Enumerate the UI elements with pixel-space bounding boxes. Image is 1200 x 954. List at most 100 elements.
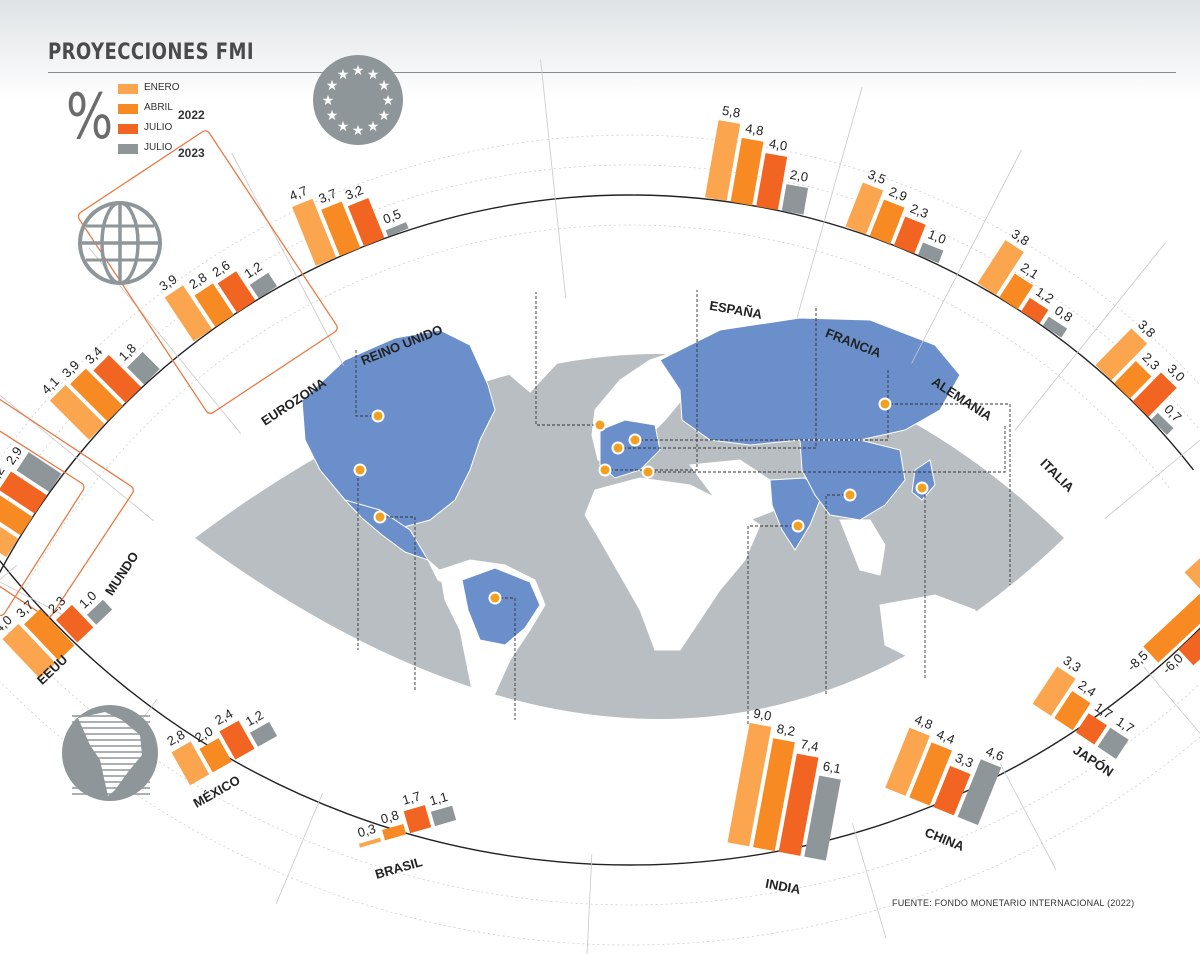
panel-divider bbox=[275, 792, 323, 904]
bar bbox=[869, 199, 905, 245]
globe-icon bbox=[78, 201, 162, 285]
bar bbox=[2, 624, 56, 679]
leader-line bbox=[605, 290, 698, 471]
eu-stars-icon: ★ ★★★★★★★★★★★ bbox=[313, 55, 403, 145]
bar bbox=[321, 201, 361, 257]
value-label: 4,6 bbox=[984, 743, 1006, 764]
bar bbox=[756, 153, 788, 211]
svg-text:★: ★ bbox=[378, 77, 391, 93]
bar bbox=[292, 198, 337, 266]
svg-text:★: ★ bbox=[378, 107, 391, 123]
land-greenland bbox=[494, 304, 576, 393]
grid-arc bbox=[0, 164, 1200, 514]
panel-divider bbox=[0, 581, 85, 627]
value-label: 3,2 bbox=[0, 463, 7, 486]
highlight-frame bbox=[0, 357, 134, 618]
bar bbox=[70, 368, 123, 422]
bar bbox=[55, 604, 94, 643]
value-label: 2,9 bbox=[887, 184, 909, 205]
map-marker bbox=[355, 465, 365, 475]
country-group: 2,8 2,02,4 1,2 bbox=[164, 706, 278, 786]
bar bbox=[385, 222, 409, 237]
icons: ★ ★★★★★★★★★★★ bbox=[62, 55, 403, 801]
country-label: INDIA bbox=[764, 876, 802, 897]
value-label: 0,3 bbox=[356, 821, 378, 840]
leader-line bbox=[535, 292, 600, 426]
land-brasil bbox=[461, 567, 541, 646]
bar bbox=[0, 471, 48, 514]
bar bbox=[127, 351, 160, 385]
page-title: PROYECCIONES FMI bbox=[48, 40, 254, 65]
map-marker bbox=[375, 512, 385, 522]
svg-text:★: ★ bbox=[326, 77, 339, 93]
bar bbox=[1021, 297, 1049, 324]
leader-line bbox=[747, 525, 798, 726]
highlight-frame bbox=[0, 363, 85, 617]
map-marker bbox=[600, 465, 610, 475]
panel-divider bbox=[1143, 666, 1200, 734]
bar bbox=[249, 721, 278, 747]
bar bbox=[24, 609, 75, 661]
land-russia bbox=[659, 317, 961, 446]
map-marker bbox=[490, 593, 500, 603]
bar bbox=[0, 505, 19, 558]
country-label: BRASIL bbox=[373, 854, 424, 882]
value-label: 0,5 bbox=[381, 206, 403, 227]
value-label: 4,8 bbox=[912, 712, 934, 733]
land-north-america bbox=[301, 329, 496, 529]
legend-swatch bbox=[118, 104, 138, 114]
leader-line bbox=[618, 308, 817, 449]
panel-divider bbox=[0, 565, 17, 580]
svg-text:★: ★ bbox=[337, 118, 350, 134]
bar bbox=[1097, 727, 1129, 759]
country-group: 2,42,53,02,0 bbox=[0, 363, 85, 617]
unit-symbol: % bbox=[66, 80, 114, 153]
panel-divider bbox=[796, 86, 863, 319]
country-name: MUNDO bbox=[102, 549, 142, 598]
bar bbox=[893, 216, 926, 254]
bar bbox=[164, 285, 213, 342]
bar bbox=[199, 738, 232, 773]
bar bbox=[430, 805, 457, 827]
bar bbox=[885, 727, 930, 796]
value-label: 9,0 bbox=[752, 706, 773, 724]
land-southeast-asia bbox=[839, 519, 886, 576]
value-label: 3,3 bbox=[953, 750, 975, 771]
panel-divider bbox=[911, 149, 1022, 364]
legend-year-2022: 2022 bbox=[178, 108, 205, 122]
map-marker bbox=[643, 467, 653, 477]
bar bbox=[1178, 610, 1200, 666]
panel-divider bbox=[231, 153, 345, 366]
grid-arc bbox=[0, 134, 1200, 460]
country-label: MUNDO bbox=[102, 549, 142, 598]
svg-text:★: ★ bbox=[326, 107, 339, 123]
value-label: 8,2 bbox=[776, 721, 797, 739]
value-label: 6,1 bbox=[822, 758, 843, 776]
value-label: 4,7 bbox=[287, 183, 309, 204]
bar bbox=[1132, 372, 1177, 417]
country-label: CHINA bbox=[923, 825, 967, 855]
value-label: 3,2 bbox=[343, 182, 365, 203]
svg-text:★: ★ bbox=[382, 92, 395, 108]
leader-line bbox=[648, 424, 1006, 473]
bar bbox=[909, 742, 952, 806]
country-name: ESPAÑA bbox=[708, 298, 764, 322]
bar bbox=[1151, 412, 1174, 436]
land-australia bbox=[879, 594, 986, 661]
value-label: 3,7 bbox=[316, 186, 338, 207]
bar bbox=[778, 753, 819, 856]
svg-text:★: ★ bbox=[367, 66, 380, 82]
svg-text:★: ★ bbox=[337, 66, 350, 82]
bar bbox=[93, 354, 142, 403]
bar bbox=[804, 775, 841, 861]
leader-line bbox=[825, 494, 850, 696]
legend-label: ENERO bbox=[144, 82, 180, 93]
bar bbox=[933, 765, 971, 816]
bar bbox=[1054, 691, 1091, 731]
bar bbox=[704, 120, 741, 202]
bar bbox=[727, 722, 772, 847]
legend-swatch bbox=[118, 124, 138, 134]
leader-line bbox=[380, 516, 416, 690]
